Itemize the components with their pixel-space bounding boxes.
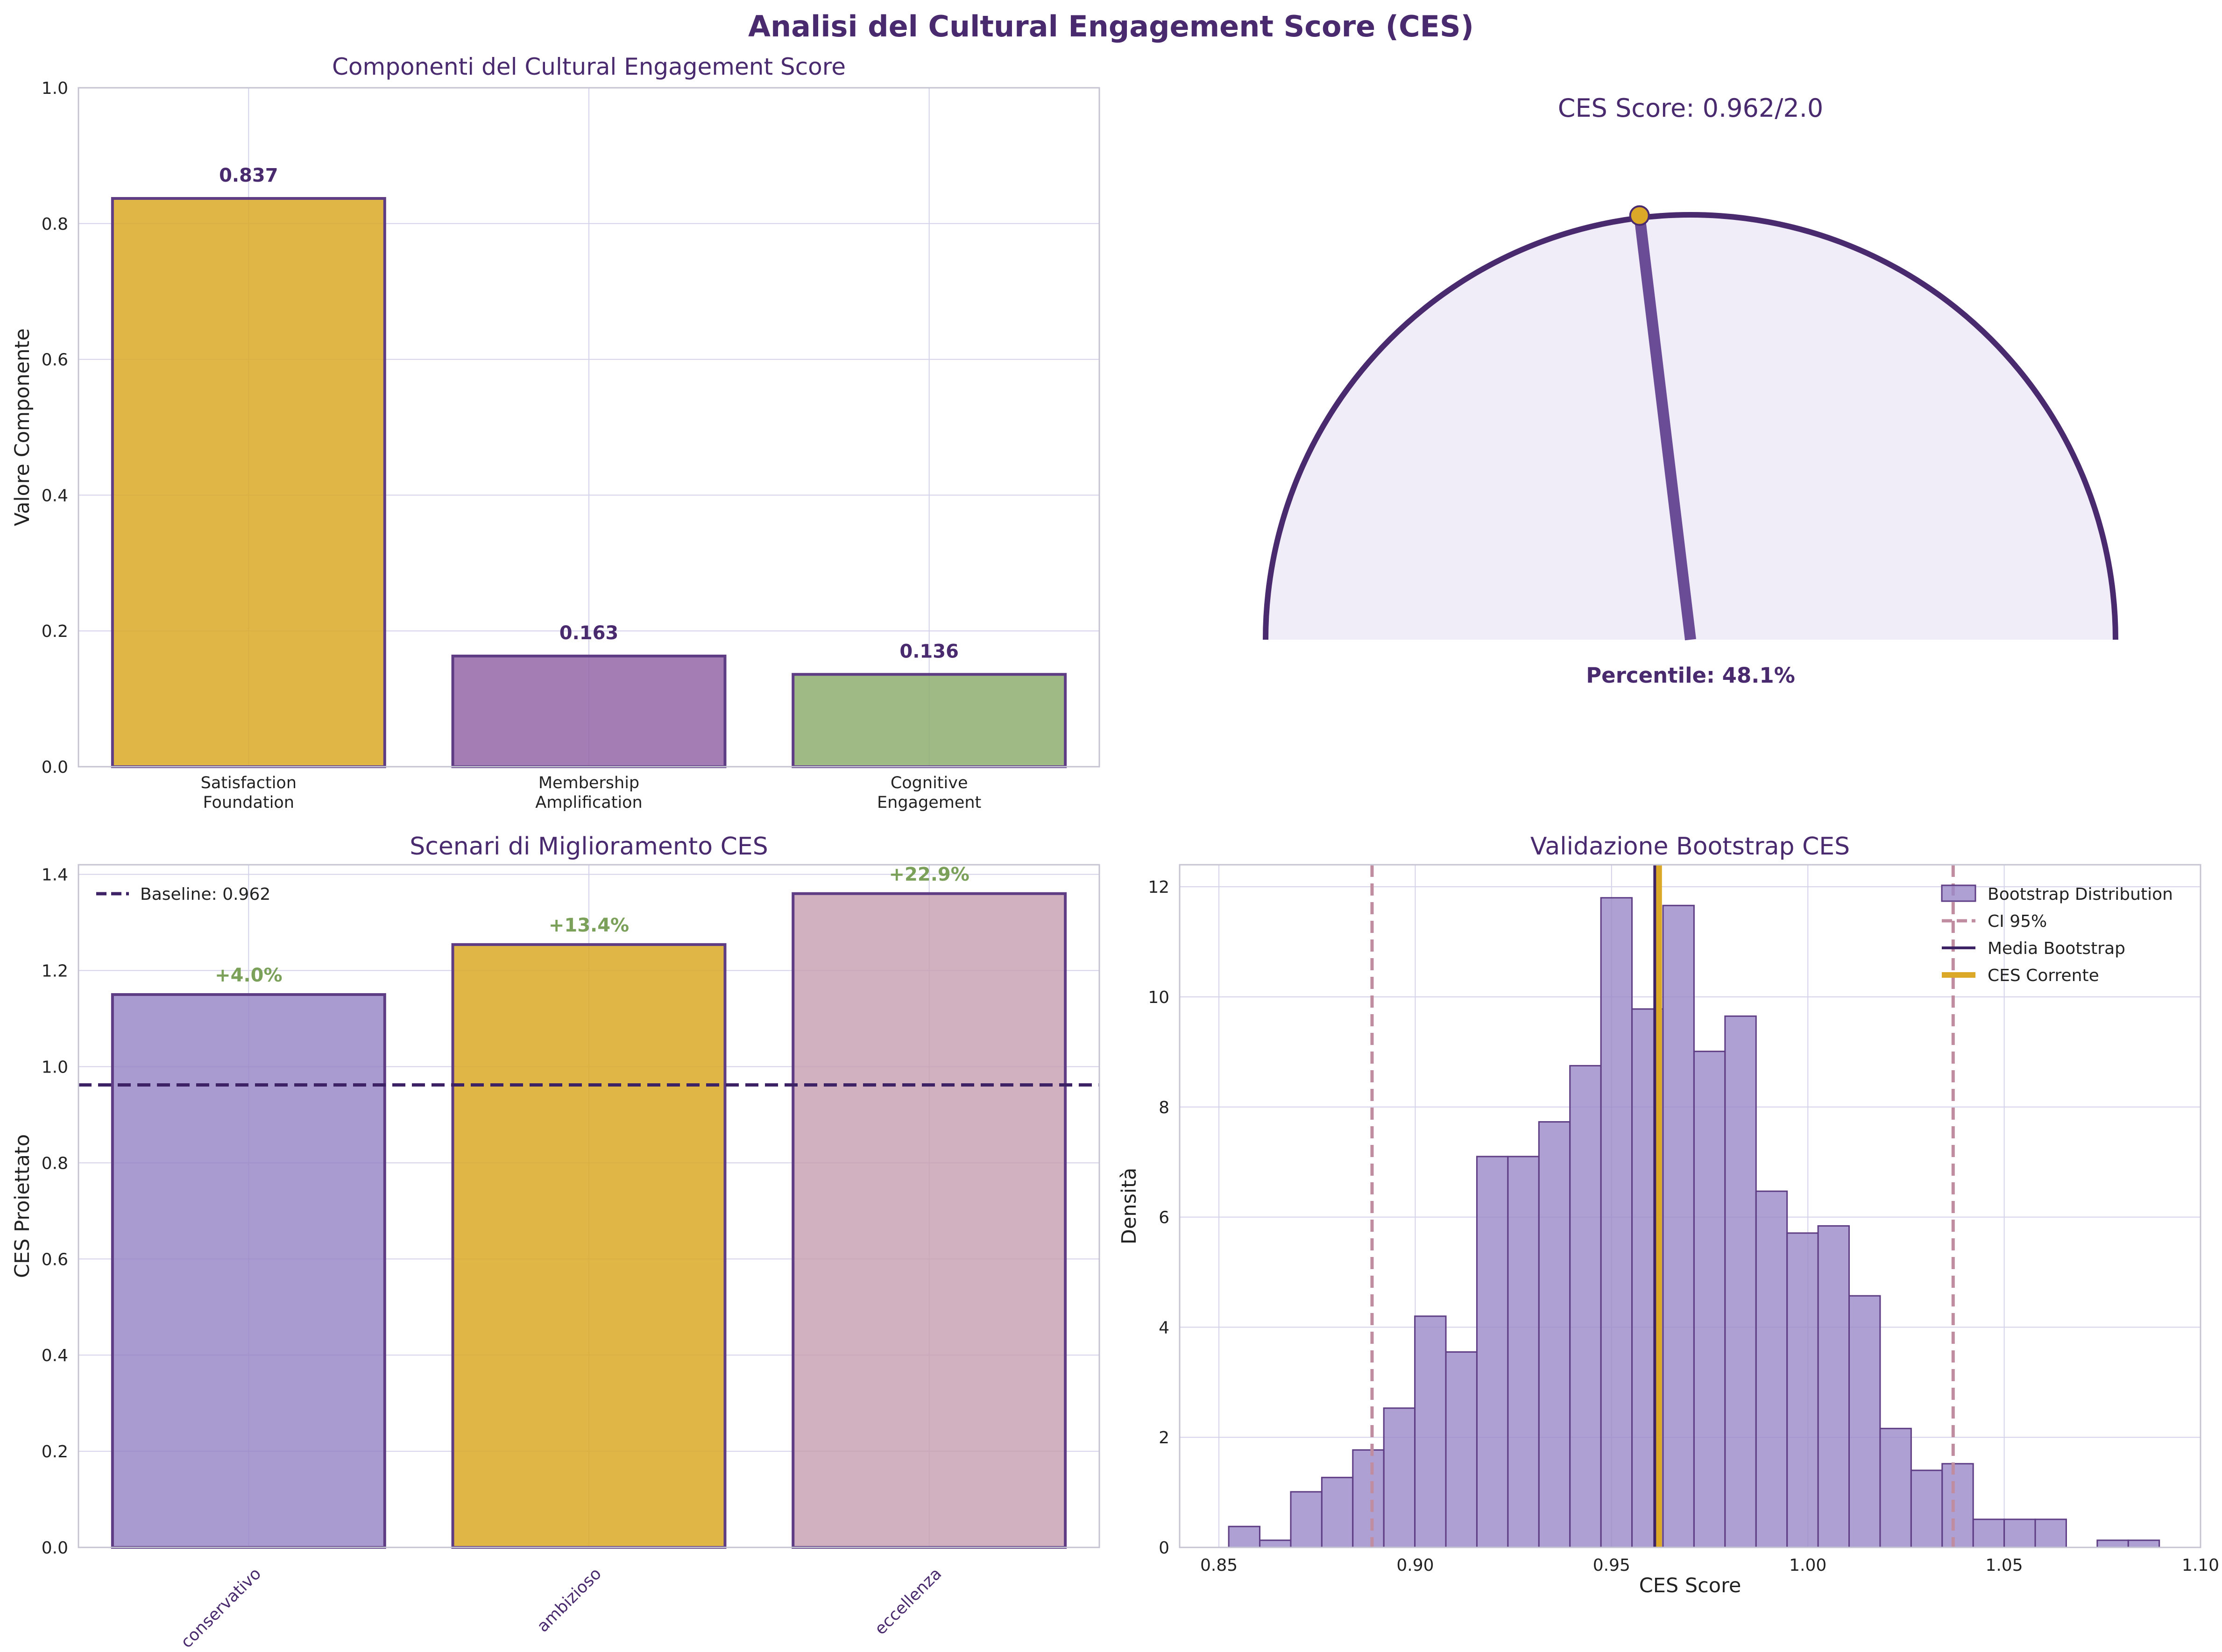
x-tick-label: 1.05 (1986, 1556, 2023, 1575)
chart-title: Validazione Bootstrap CES (1530, 833, 1850, 861)
y-tick-label: 0.0 (42, 758, 68, 777)
histogram-bar (1817, 1225, 1850, 1548)
x-axis-label: CES Score (1639, 1574, 1741, 1597)
histogram-bar (1538, 1121, 1571, 1548)
y-tick-label: 0.2 (42, 1442, 68, 1461)
histogram-bar (1476, 1156, 1509, 1548)
y-tick-label: 0.8 (42, 215, 68, 234)
y-tick-label: 1.4 (42, 866, 68, 885)
y-tick-label: 0.4 (42, 486, 68, 505)
suptitle: Analisi del Cultural Engagement Score (C… (748, 9, 1474, 43)
bar-value-label: +22.9% (889, 864, 969, 885)
histogram-bar (1786, 1232, 1819, 1548)
y-tick-label: 12 (1148, 878, 1169, 897)
components-chart: 0.0 0.2 0.4 0.6 0.8 1.0 0.837 Satisfaction Found… (11, 53, 1100, 812)
histogram-bar (1259, 1539, 1292, 1548)
gauge-arc (1263, 212, 2118, 640)
gauge-percentile-label: Percentile: 48.1% (1586, 663, 1795, 688)
x-tick-label: 1.10 (2182, 1556, 2219, 1575)
histogram-bar (1414, 1315, 1447, 1548)
y-tick-label: 8 (1159, 1098, 1169, 1117)
y-tick-label: 1.2 (42, 962, 68, 981)
chart-title: Componenti del Cultural Engagement Score (332, 53, 846, 80)
y-tick-label: 10 (1148, 988, 1169, 1007)
bar-value-label: +13.4% (549, 915, 629, 936)
y-axis-label: Densità (1118, 1168, 1141, 1244)
histogram-bar (1290, 1491, 1323, 1548)
histogram-bar (1879, 1427, 1912, 1548)
legend-baseline-label: Baseline: 0.962 (140, 885, 270, 904)
axes-frame (78, 864, 1100, 1548)
y-tick-label: 1.0 (42, 79, 68, 98)
histogram-bar (1724, 1015, 1757, 1548)
gauge-needle (1634, 215, 1696, 641)
histogram-bar (1445, 1351, 1478, 1548)
bar-value-label: 0.837 (219, 165, 278, 186)
y-tick-label: 1.0 (42, 1058, 68, 1077)
y-axis-label: CES Proiettato (11, 1134, 34, 1278)
y-tick-label: 0 (1159, 1539, 1169, 1558)
bar (792, 892, 1067, 1549)
gauge-title: CES Score: 0.962/2.0 (1558, 93, 1824, 123)
bar (111, 993, 386, 1549)
y-tick-label: 0.8 (42, 1154, 68, 1173)
histogram-bar (2096, 1539, 2129, 1548)
x-tick-label: Membership Amplification (535, 774, 642, 812)
y-tick-label: 0.6 (42, 1250, 68, 1269)
legend-label: Bootstrap Distribution (1988, 885, 2173, 904)
bar (111, 197, 386, 769)
bar (792, 673, 1067, 768)
histogram-bar (1600, 897, 1633, 1548)
bar-value-label: +4.0% (215, 965, 282, 986)
bar (451, 943, 727, 1549)
legend-label: CI 95% (1988, 912, 2047, 931)
bootstrap-chart: 0 2 4 6 8 10 12 0.85 0.90 0.95 1.00 1.05 1.10 Bootstr… (1118, 833, 2219, 1597)
x-tick-label: 0.95 (1593, 1556, 1630, 1575)
axes-frame (1179, 864, 2201, 1548)
histogram-bar (1383, 1407, 1416, 1548)
chart-title: Scenari di Miglioramento CES (410, 833, 768, 861)
y-tick-label: 0.6 (42, 351, 68, 370)
y-tick-label: 4 (1159, 1318, 1169, 1337)
histogram-bar (1569, 1065, 1602, 1548)
histogram-bar (1755, 1190, 1788, 1548)
y-tick-label: 0.4 (42, 1346, 68, 1365)
legend-label: Media Bootstrap (1988, 939, 2125, 958)
histogram-bar (1910, 1469, 1943, 1548)
scenarios-chart: 0.00.20.40.60.81.01.21.4+4.0%conservativ… (11, 833, 1100, 1652)
x-tick-label: 0.85 (1200, 1556, 1238, 1575)
legend-swatch (1941, 884, 1976, 902)
histogram-bar (1972, 1518, 2005, 1548)
x-tick-label: Satisfaction Foundation (201, 774, 297, 812)
gauge-chart: CES Score: 0.962/2.0 Percentile: 48.1% (1263, 93, 2118, 688)
histogram-bar (1693, 1051, 1726, 1548)
y-tick-label: 6 (1159, 1208, 1169, 1228)
histogram-bar (1662, 904, 1695, 1548)
bar-value-label: 0.163 (559, 622, 619, 644)
gauge-value-marker (1629, 205, 1650, 226)
x-tick-label: Cognitive Engagement (877, 774, 981, 812)
y-tick-label: 2 (1159, 1428, 1169, 1447)
bar-value-label: 0.136 (899, 641, 959, 662)
axes-frame (78, 87, 1100, 768)
histogram-bar (1321, 1476, 1354, 1548)
y-axis-label: Valore Componente (11, 328, 34, 526)
legend-label: CES Corrente (1988, 966, 2099, 985)
histogram-bar (1228, 1525, 1261, 1548)
histogram-bar (1507, 1156, 1540, 1548)
histogram-bar (2003, 1518, 2036, 1548)
histogram-bar (1352, 1449, 1385, 1548)
y-tick-label: 0.2 (42, 622, 68, 641)
histogram-bar (2034, 1518, 2067, 1548)
histogram-bar (1848, 1295, 1881, 1548)
histogram-bar (1941, 1463, 1974, 1548)
bar (451, 654, 727, 769)
gauge-face (1266, 215, 2116, 640)
histogram-bar (2127, 1539, 2160, 1548)
x-tick-label: 0.90 (1396, 1556, 1434, 1575)
y-tick-label: 0.0 (42, 1539, 68, 1558)
x-tick-label: 1.00 (1789, 1556, 1826, 1575)
